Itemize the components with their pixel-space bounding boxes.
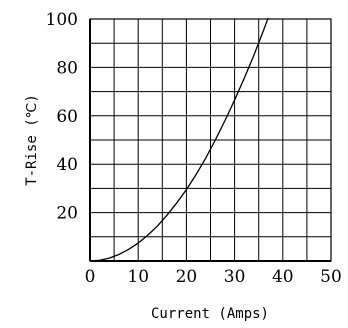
x-tick-label: 10 [127, 267, 149, 287]
y-tick-label: 80 [56, 58, 78, 78]
series-layer [90, 18, 269, 261]
x-tick-label: 30 [224, 267, 246, 287]
x-tick-label: 20 [176, 267, 198, 287]
y-tick-label: 20 [56, 204, 78, 224]
y-axis-label: T-Rise (℃) [24, 94, 40, 186]
y-tick-label: 60 [56, 107, 78, 127]
series-line [90, 18, 269, 261]
y-tick-label: 100 [46, 10, 78, 30]
axes [89, 18, 332, 262]
grid [90, 19, 331, 261]
x-axis-label: Current (Amps) [151, 306, 269, 322]
y-tick-label: 40 [56, 155, 78, 175]
x-tick-label: 50 [320, 267, 342, 287]
x-tick-label: 40 [272, 267, 294, 287]
x-tick-label: 0 [85, 267, 96, 287]
tick-labels: 0 10 20 30 40 50 20 40 60 80 100 [46, 10, 342, 287]
